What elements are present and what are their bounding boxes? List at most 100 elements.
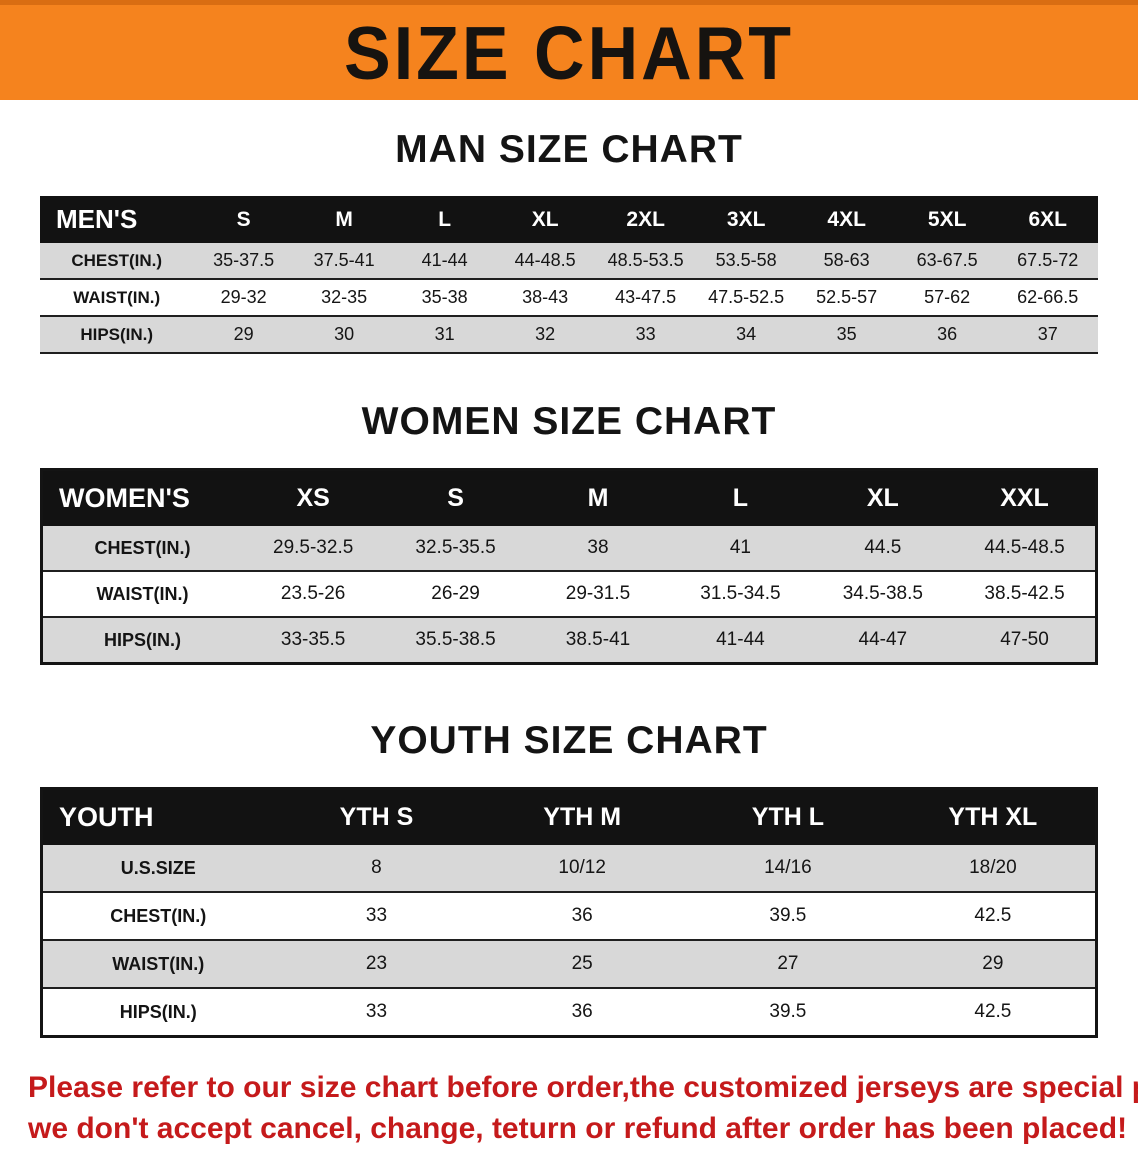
size-value: 27 (685, 940, 891, 988)
size-value: 43-47.5 (595, 279, 696, 316)
size-value: 38 (527, 526, 669, 571)
size-value: 29-32 (193, 279, 294, 316)
size-column-header: XS (242, 470, 384, 527)
page-title: SIZE CHART (344, 9, 794, 95)
size-value: 23 (274, 940, 480, 988)
size-column-header: XL (495, 196, 596, 243)
size-value: 42.5 (891, 892, 1097, 940)
size-column-header: S (384, 470, 526, 527)
measurement-row-label: CHEST(IN.) (42, 526, 242, 571)
size-value: 36 (479, 892, 685, 940)
size-value: 29.5-32.5 (242, 526, 384, 571)
size-value: 36 (897, 316, 998, 353)
table-corner-label: WOMEN'S (42, 470, 242, 527)
size-value: 44-47 (812, 617, 954, 664)
size-value: 41-44 (669, 617, 811, 664)
size-value: 41-44 (394, 243, 495, 279)
size-value: 32 (495, 316, 596, 353)
measurement-row-label: HIPS(IN.) (40, 316, 193, 353)
disclaimer-line-2: we don't accept cancel, change, teturn o… (28, 1109, 1114, 1149)
size-value: 18/20 (891, 845, 1097, 892)
table-corner-label: MEN'S (40, 196, 193, 243)
size-value: 34 (696, 316, 797, 353)
size-value: 39.5 (685, 892, 891, 940)
size-value: 31.5-34.5 (669, 571, 811, 617)
size-value: 32-35 (294, 279, 395, 316)
women-section-heading: WOMEN SIZE CHART (0, 400, 1138, 444)
size-value: 37.5-41 (294, 243, 395, 279)
size-value: 38.5-42.5 (954, 571, 1096, 617)
size-value: 10/12 (479, 845, 685, 892)
measurement-row-label: HIPS(IN.) (42, 988, 274, 1037)
size-column-header: 4XL (796, 196, 897, 243)
size-value: 41 (669, 526, 811, 571)
size-column-header: M (527, 470, 669, 527)
size-value: 34.5-38.5 (812, 571, 954, 617)
size-value: 58-63 (796, 243, 897, 279)
size-column-header: XXL (954, 470, 1096, 527)
size-value: 23.5-26 (242, 571, 384, 617)
size-column-header: YTH XL (891, 789, 1097, 846)
size-value: 35-37.5 (193, 243, 294, 279)
size-value: 25 (479, 940, 685, 988)
size-column-header: M (294, 196, 395, 243)
size-value: 33-35.5 (242, 617, 384, 664)
size-value: 33 (274, 988, 480, 1037)
size-value: 8 (274, 845, 480, 892)
size-value: 44.5-48.5 (954, 526, 1096, 571)
size-column-header: 5XL (897, 196, 998, 243)
size-column-header: 2XL (595, 196, 696, 243)
size-value: 53.5-58 (696, 243, 797, 279)
measurement-row-label: WAIST(IN.) (42, 940, 274, 988)
size-value: 42.5 (891, 988, 1097, 1037)
size-value: 33 (274, 892, 480, 940)
measurement-row-label: WAIST(IN.) (42, 571, 242, 617)
size-value: 62-66.5 (997, 279, 1098, 316)
size-value: 35 (796, 316, 897, 353)
table-corner-label: YOUTH (42, 789, 274, 846)
size-value: 52.5-57 (796, 279, 897, 316)
measurement-row-label: U.S.SIZE (42, 845, 274, 892)
size-value: 38-43 (495, 279, 596, 316)
size-value: 26-29 (384, 571, 526, 617)
size-value: 31 (394, 316, 495, 353)
youth-section-heading: YOUTH SIZE CHART (0, 719, 1138, 763)
size-value: 36 (479, 988, 685, 1037)
size-value: 33 (595, 316, 696, 353)
size-value: 14/16 (685, 845, 891, 892)
measurement-row-label: WAIST(IN.) (40, 279, 193, 316)
men-section-heading: MAN SIZE CHART (0, 128, 1138, 172)
disclaimer-line-1: Please refer to our size chart before or… (28, 1068, 1114, 1109)
size-column-header: 6XL (997, 196, 1098, 243)
banner: SIZE CHART (0, 0, 1138, 100)
disclaimer-note: Please refer to our size chart before or… (28, 1068, 1114, 1149)
size-value: 37 (997, 316, 1098, 353)
measurement-row-label: HIPS(IN.) (42, 617, 242, 664)
size-value: 47-50 (954, 617, 1096, 664)
size-column-header: XL (812, 470, 954, 527)
size-value: 29 (891, 940, 1097, 988)
size-column-header: YTH M (479, 789, 685, 846)
size-value: 29-31.5 (527, 571, 669, 617)
size-value: 47.5-52.5 (696, 279, 797, 316)
size-value: 29 (193, 316, 294, 353)
size-column-header: YTH S (274, 789, 480, 846)
size-value: 44.5 (812, 526, 954, 571)
size-value: 35.5-38.5 (384, 617, 526, 664)
